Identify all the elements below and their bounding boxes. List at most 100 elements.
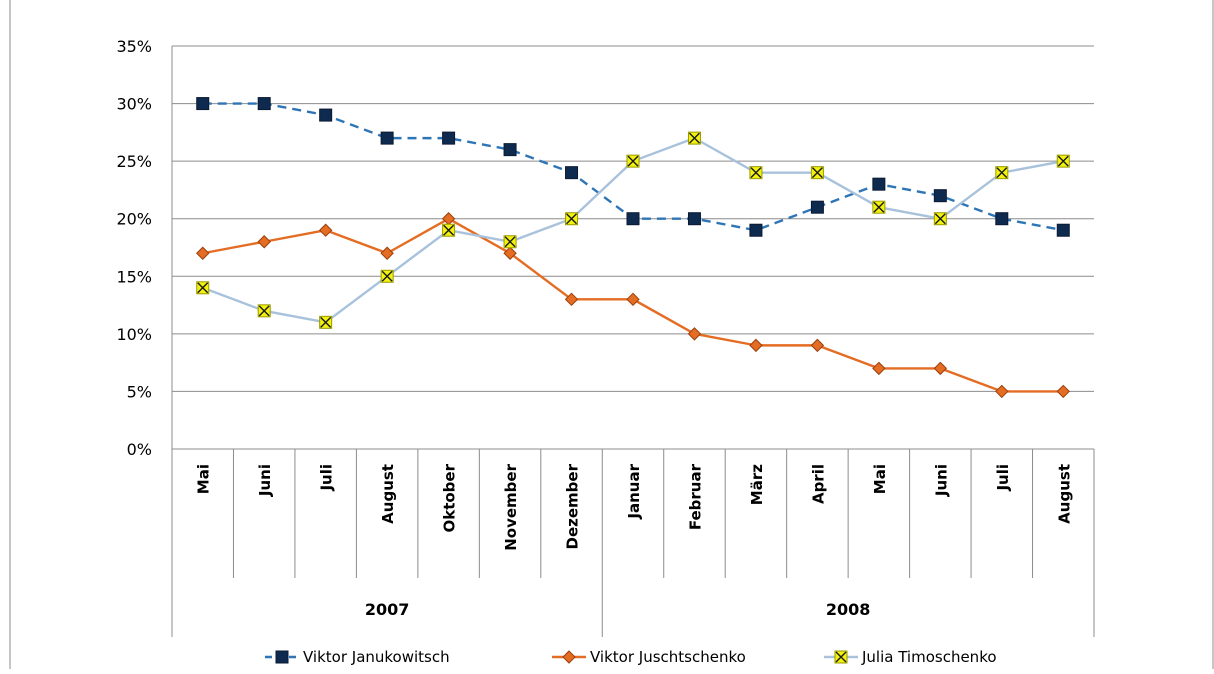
marker-cross — [197, 282, 209, 294]
data-point — [626, 212, 640, 226]
chart-frame — [9, 0, 1214, 671]
legend: Viktor Janukowitsch Viktor Juschtschenko J… — [265, 648, 997, 666]
data-point — [442, 223, 456, 237]
marker-cross — [934, 213, 946, 225]
data-point — [257, 304, 271, 318]
y-tick-label: 30% — [116, 95, 152, 114]
x-tick-label: Juni — [932, 464, 950, 497]
data-point — [196, 281, 210, 295]
marker-cross — [627, 155, 639, 167]
data-point — [626, 154, 640, 168]
x-tick-label: Januar — [625, 463, 643, 519]
data-point — [1056, 384, 1070, 399]
data-point — [749, 166, 763, 180]
marker-cross — [688, 132, 700, 144]
x-tick-label: Dezember — [564, 463, 582, 549]
series-1 — [196, 97, 1070, 237]
marker-cross — [504, 236, 516, 248]
x-tick-label: Mai — [195, 464, 213, 494]
y-tick-label: 15% — [116, 267, 152, 286]
data-point — [995, 384, 1009, 399]
legend-item: Viktor Janukowitsch — [265, 648, 450, 666]
data-point — [626, 292, 640, 307]
marker-cross — [1057, 155, 1069, 167]
data-point — [257, 97, 271, 111]
data-point — [318, 223, 333, 237]
y-tick-label: 25% — [116, 152, 152, 171]
data-point — [872, 177, 886, 191]
data-point — [810, 166, 824, 180]
x-tick-label: August — [1055, 464, 1073, 524]
data-point — [1056, 154, 1070, 168]
x-tick-label: Mai — [871, 464, 889, 494]
x-tick-label: Februar — [686, 463, 704, 530]
x-tick-label: November — [502, 463, 520, 550]
marker-cross — [835, 651, 847, 663]
legend-item: Viktor Juschtschenko — [552, 648, 746, 666]
data-point — [687, 131, 701, 145]
marker-cross — [258, 305, 270, 317]
data-point — [810, 338, 825, 353]
data-point — [257, 235, 271, 249]
data-point — [380, 246, 394, 260]
series-2 — [196, 212, 1070, 399]
data-point — [1056, 223, 1070, 237]
marker-cross — [381, 270, 393, 282]
x-tick-label: Oktober — [441, 463, 459, 532]
data-point — [319, 108, 333, 122]
marker-cross — [750, 167, 762, 179]
data-point — [380, 131, 394, 145]
data-point — [503, 235, 517, 249]
data-point — [564, 292, 579, 307]
data-point — [196, 97, 210, 111]
y-tick-label: 0% — [127, 440, 152, 459]
data-point — [872, 361, 886, 376]
x-tick-label: April — [809, 464, 827, 504]
data-point — [565, 166, 579, 180]
marker-cross — [996, 167, 1008, 179]
data-point — [380, 269, 394, 283]
data-point — [872, 200, 886, 214]
data-point — [687, 212, 701, 226]
data-point — [565, 212, 579, 226]
legend-marker — [834, 650, 848, 664]
marker-cross — [443, 224, 455, 236]
legend-label: Viktor Janukowitsch — [303, 648, 450, 666]
data-point — [503, 143, 517, 157]
x-tick-label: März — [748, 464, 766, 505]
data-point — [749, 338, 763, 353]
x-tick-label: Juli — [318, 464, 336, 492]
marker-cross — [873, 201, 885, 213]
data-point — [933, 361, 948, 376]
y-tick-label: 10% — [116, 325, 152, 344]
axis-layer: 0% 5% 10% 15% 20% 25% 30% 35% 2007 2008 Mai Juni Jul… — [116, 37, 1095, 637]
year-label: 2007 — [365, 600, 410, 619]
data-point — [319, 315, 333, 329]
x-tick-label: Juni — [256, 464, 274, 497]
data-point — [442, 131, 456, 145]
data-point — [995, 212, 1009, 226]
data-point — [810, 200, 824, 214]
year-label: 2008 — [826, 600, 871, 619]
legend-marker — [562, 650, 576, 664]
legend-item: Julia Timoschenko — [824, 648, 997, 666]
data-point — [503, 246, 517, 260]
data-point — [933, 212, 947, 226]
marker-cross — [566, 213, 578, 225]
marker-cross — [811, 167, 823, 179]
x-tick-label: August — [379, 464, 397, 524]
marker-cross — [320, 316, 332, 328]
y-tick-label: 35% — [116, 37, 152, 56]
series-3 — [196, 131, 1070, 329]
data-point — [995, 166, 1009, 180]
y-tick-label: 20% — [116, 210, 152, 229]
data-point — [687, 327, 702, 341]
legend-marker — [275, 650, 289, 664]
data-point — [933, 189, 947, 203]
x-tick-label: Juli — [994, 464, 1012, 492]
series-layer — [196, 97, 1070, 399]
data-point — [196, 246, 210, 260]
legend-label: Viktor Juschtschenko — [590, 648, 746, 666]
